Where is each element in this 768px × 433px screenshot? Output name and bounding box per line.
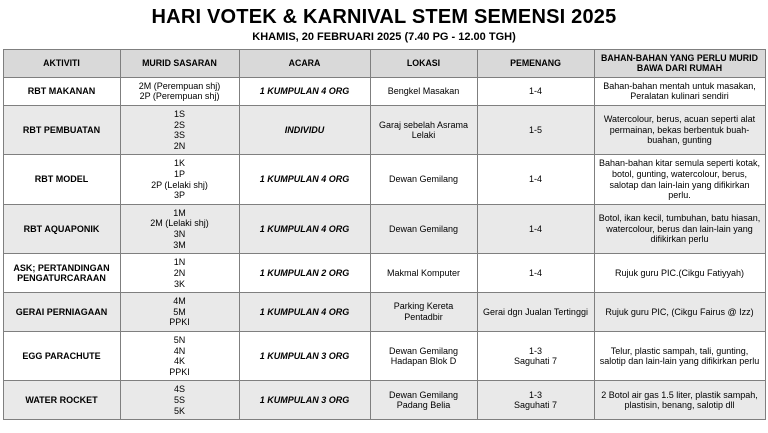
cell-lokasi: Parking Kereta Pentadbir bbox=[369, 292, 478, 332]
cell-acara: 1 KUMPULAN 4 ORG bbox=[238, 203, 371, 255]
cell-aktiviti: RBT PEMBUATAN bbox=[2, 104, 121, 156]
cell-pemenang: 1-4 bbox=[476, 154, 595, 205]
column-header-lokasi: LOKASI bbox=[369, 49, 478, 78]
cell-bahan: Watercolour, berus, acuan seperti alat p… bbox=[593, 104, 766, 156]
table-row: RBT MODEL 1K 1P 2P (Lelaki shj) 3P 1 KUMPU… bbox=[2, 154, 766, 205]
cell-aktiviti: GERAI PERNIAGAAN bbox=[2, 292, 121, 332]
page-subtitle: KHAMIS, 20 FEBRUARI 2025 (7.40 PG - 12.0… bbox=[252, 31, 516, 43]
cell-aktiviti: RBT MODEL bbox=[2, 154, 121, 205]
table-row: WATER ROCKET 4S 5S 5K 1 KUMPULAN 3 ORG Dewa… bbox=[2, 380, 766, 421]
table-row: RBT AQUAPONIK 1M 2M (Lelaki shj) 3N 3M 1 K… bbox=[2, 203, 766, 255]
cell-aktiviti: WATER ROCKET bbox=[2, 380, 121, 421]
schedule-table: AKTIVITI MURID SASARAN ACARA LOKASI PEME… bbox=[2, 49, 766, 421]
cell-murid: 4M 5M PPKI bbox=[119, 292, 240, 332]
cell-bahan: Bahan-bahan kitar semula seperti kotak, … bbox=[593, 154, 766, 205]
cell-aktiviti: ASK; PERTANDINGAN PENGATURCARAAN bbox=[2, 253, 121, 294]
cell-lokasi: Dewan Gemilang bbox=[369, 203, 478, 255]
cell-lokasi: Garaj sebelah Asrama Lelaki bbox=[369, 104, 478, 156]
cell-acara: 1 KUMPULAN 3 ORG bbox=[238, 330, 371, 382]
cell-acara: 1 KUMPULAN 3 ORG bbox=[238, 380, 371, 421]
cell-pemenang: 1-3 Saguhati 7 bbox=[476, 330, 595, 382]
cell-murid: 4S 5S 5K bbox=[119, 380, 240, 421]
column-header-bahan: BAHAN-BAHAN YANG PERLU MURID BAWA DARI R… bbox=[593, 49, 766, 78]
cell-lokasi: Dewan Gemilang Padang Belia bbox=[369, 380, 478, 421]
cell-murid: 5N 4N 4K PPKI bbox=[119, 330, 240, 382]
cell-murid: 1S 2S 3S 2N bbox=[119, 104, 240, 156]
cell-pemenang: 1-4 bbox=[476, 76, 595, 106]
cell-acara: INDIVIDU bbox=[238, 104, 371, 156]
cell-pemenang: Gerai dgn Jualan Tertinggi bbox=[476, 292, 595, 332]
column-header-pemenang: PEMENANG bbox=[476, 49, 595, 78]
document-page: HARI VOTEK & KARNIVAL STEM SEMENSI 2025 … bbox=[2, 6, 766, 421]
table-row: ASK; PERTANDINGAN PENGATURCARAAN 1N 2N 3K… bbox=[2, 253, 766, 294]
column-header-acara: ACARA bbox=[238, 49, 371, 78]
table-row: GERAI PERNIAGAAN 4M 5M PPKI 1 KUMPULAN 4 O… bbox=[2, 292, 766, 332]
cell-acara: 1 KUMPULAN 4 ORG bbox=[238, 76, 371, 106]
cell-acara: 1 KUMPULAN 2 ORG bbox=[238, 253, 371, 294]
cell-murid: 1N 2N 3K bbox=[119, 253, 240, 294]
cell-lokasi: Bengkel Masakan bbox=[369, 76, 478, 106]
table-row: RBT PEMBUATAN 1S 2S 3S 2N INDIVIDU Garaj se… bbox=[2, 104, 766, 156]
cell-bahan: Rujuk guru PIC.(Cikgu Fatiyyah) bbox=[593, 253, 766, 294]
cell-murid: 2M (Perempuan shj) 2P (Perempuan shj) bbox=[119, 76, 240, 106]
cell-aktiviti: RBT AQUAPONIK bbox=[2, 203, 121, 255]
table-row: RBT MAKANAN 2M (Perempuan shj) 2P (Peremp… bbox=[2, 76, 766, 106]
cell-lokasi: Makmal Komputer bbox=[369, 253, 478, 294]
table-header-row: AKTIVITI MURID SASARAN ACARA LOKASI PEME… bbox=[2, 49, 766, 78]
cell-aktiviti: EGG PARACHUTE bbox=[2, 330, 121, 382]
cell-bahan: Rujuk guru PIC, (Cikgu Fairus @ Izz) bbox=[593, 292, 766, 332]
cell-acara: 1 KUMPULAN 4 ORG bbox=[238, 292, 371, 332]
column-header-murid-sasaran: MURID SASARAN bbox=[119, 49, 240, 78]
cell-aktiviti: RBT MAKANAN bbox=[2, 76, 121, 106]
cell-bahan: Bahan-bahan mentah untuk masakan, Perala… bbox=[593, 76, 766, 106]
cell-pemenang: 1-5 bbox=[476, 104, 595, 156]
column-header-aktiviti: AKTIVITI bbox=[2, 49, 121, 78]
cell-pemenang: 1-4 bbox=[476, 203, 595, 255]
cell-lokasi: Dewan Gemilang Hadapan Blok D bbox=[369, 330, 478, 382]
cell-bahan: 2 Botol air gas 1.5 liter, plastik sampa… bbox=[593, 380, 766, 421]
page-title: HARI VOTEK & KARNIVAL STEM SEMENSI 2025 bbox=[151, 6, 617, 28]
table-row: EGG PARACHUTE 5N 4N 4K PPKI 1 KUMPULAN 3 O… bbox=[2, 330, 766, 382]
cell-acara: 1 KUMPULAN 4 ORG bbox=[238, 154, 371, 205]
cell-pemenang: 1-3 Saguhati 7 bbox=[476, 380, 595, 421]
cell-murid: 1K 1P 2P (Lelaki shj) 3P bbox=[119, 154, 240, 205]
cell-murid: 1M 2M (Lelaki shj) 3N 3M bbox=[119, 203, 240, 255]
table-body: RBT MAKANAN 2M (Perempuan shj) 2P (Peremp… bbox=[2, 76, 766, 421]
cell-bahan: Botol, ikan kecil, tumbuhan, batu hiasan… bbox=[593, 203, 766, 255]
cell-lokasi: Dewan Gemilang bbox=[369, 154, 478, 205]
cell-bahan: Telur, plastic sampah, tali, gunting, sa… bbox=[593, 330, 766, 382]
cell-pemenang: 1-4 bbox=[476, 253, 595, 294]
